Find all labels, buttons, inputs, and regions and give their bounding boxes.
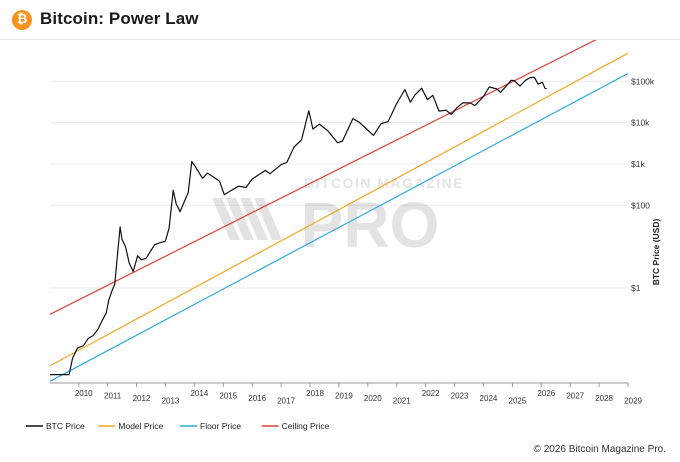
x-tick-label: 2012 (133, 394, 151, 403)
y-tick-label: $1k (631, 159, 645, 169)
series-line-model-price (49, 52, 629, 367)
copyright-footer: © 2026 Bitcoin Magazine Pro. (533, 444, 666, 455)
x-tick-label: 2022 (422, 389, 440, 398)
chart-legend[interactable]: BTC Price Model Price Floor Price Ceiling P… (26, 421, 330, 431)
watermark: BITCOIN MAGAZINE PRO (212, 175, 464, 261)
series-line-ceiling-price (49, 40, 597, 315)
legend-item-btc-price[interactable]: BTC Price (26, 421, 85, 431)
grid-lines (50, 80, 628, 289)
x-tick-label: 2027 (566, 392, 584, 401)
chart-panel: BITCOIN MAGAZINE PRO 2010 2011 2012 2013 201… (0, 40, 680, 440)
x-tick-label: 2017 (277, 397, 295, 406)
y-tick-label: $100k (631, 76, 655, 86)
x-tick-label: 2021 (393, 397, 411, 406)
x-tick-label: 2029 (624, 397, 642, 406)
x-tick-label: 2023 (451, 392, 469, 401)
legend-item-model-price[interactable]: Model Price (98, 421, 164, 431)
watermark-logo-icon (212, 198, 282, 240)
x-tick-label: 2025 (509, 397, 527, 406)
legend-label: Model Price (118, 421, 163, 431)
bitcoin-logo-icon: ₿ (12, 10, 32, 30)
y-axis-label: BTC Price (USD) (651, 219, 661, 286)
legend-item-floor-price[interactable]: Floor Price (180, 421, 241, 431)
x-tick-label: 2010 (75, 389, 93, 398)
x-tick-label: 2011 (104, 392, 122, 401)
x-tick-label: 2019 (335, 392, 353, 401)
legend-label: Ceiling Price (282, 421, 330, 431)
header-bar: ₿ Bitcoin: Power Law (0, 0, 680, 40)
x-tick-label: 2014 (190, 389, 208, 398)
x-tick-label: 2020 (364, 394, 382, 403)
y-tick-label: $100 (631, 200, 650, 210)
series-line-btc-price (50, 76, 547, 376)
x-tick-label: 2013 (162, 397, 180, 406)
series-line-floor-price (49, 72, 629, 382)
watermark-top-text: BITCOIN MAGAZINE (304, 175, 464, 191)
x-tick-label: 2026 (537, 389, 555, 398)
x-tick-label: 2015 (219, 392, 237, 401)
x-tick-label: 2016 (248, 394, 266, 403)
page-title: Bitcoin: Power Law (40, 9, 199, 28)
watermark-main-text: PRO (301, 189, 440, 261)
power-law-chart[interactable]: BITCOIN MAGAZINE PRO 2010 2011 2012 2013201… (0, 40, 680, 440)
x-tick-label: 2024 (480, 394, 498, 403)
x-tick-label: 2028 (595, 394, 613, 403)
x-tick-label: 2018 (306, 389, 324, 398)
series-layer (49, 40, 629, 382)
legend-item-ceiling-price[interactable]: Ceiling Price (261, 421, 330, 431)
x-axis-ticks: 2010 2011 2012 2013 2014 2015 2016 2017 2018 2019… (75, 383, 643, 406)
y-axis-ticks: $1 $100 $1k $10k $100k (631, 76, 655, 293)
legend-label: BTC Price (46, 421, 85, 431)
legend-label: Floor Price (200, 421, 241, 431)
y-tick-label: $1 (631, 283, 641, 293)
y-tick-label: $10k (631, 118, 650, 128)
